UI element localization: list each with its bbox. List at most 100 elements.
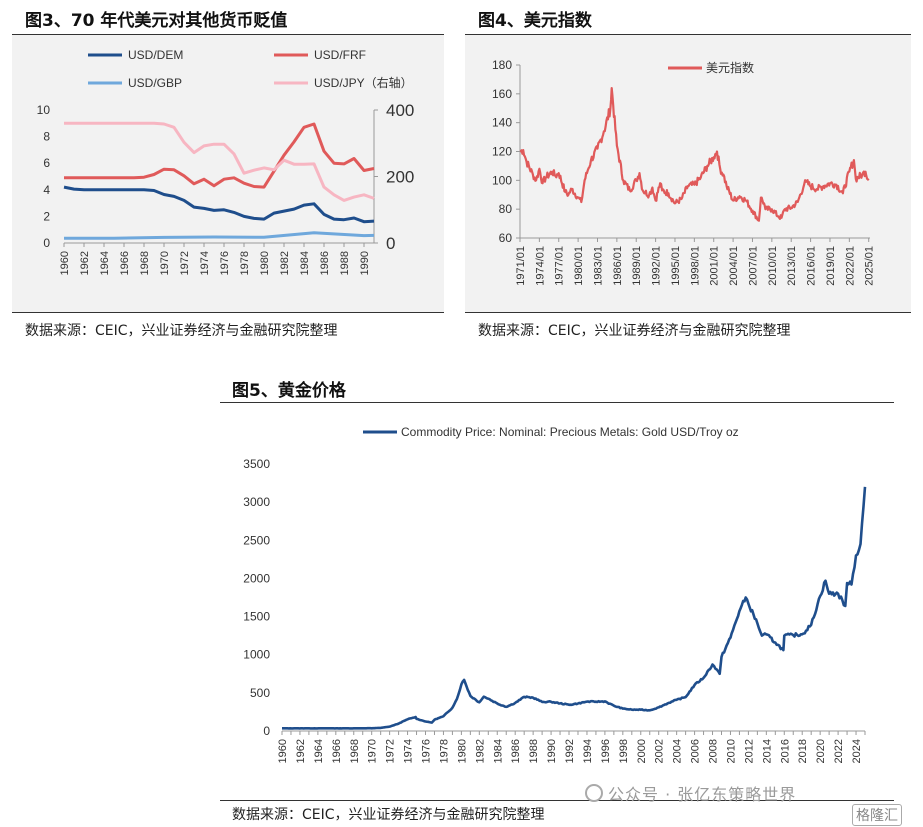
fig4-x-tick-label: 2013/01: [786, 246, 798, 286]
fig5-y-tick-label: 500: [250, 686, 270, 700]
fig4-x-tick-label: 2001/01: [709, 246, 721, 286]
fig3-x-tick-label: 1980: [259, 251, 271, 275]
fig5-x-tick-label: 2008: [708, 739, 720, 763]
fig4-x-tick-label: 1986/01: [612, 246, 624, 286]
fig5-x-tick-label: 1962: [295, 739, 307, 763]
fig3-legend-label: USD/GBP: [128, 76, 182, 90]
fig4-title-rule: [465, 34, 911, 35]
fig4-x-tick-label: 2025/01: [864, 246, 876, 286]
fig5-y-tick-label: 2500: [243, 533, 270, 547]
fig4-x-tick-label: 1989/01: [631, 246, 643, 286]
fig5-series-gold: [282, 486, 867, 730]
fig5-x-tick-label: 2016: [779, 739, 791, 763]
fig3-title-rule: [12, 34, 444, 35]
fig5-y-tick-label: 3500: [243, 457, 270, 471]
fig4-x-tick-label: 1971/01: [515, 246, 527, 286]
fig4-source-rule: [465, 312, 911, 313]
fig5-x-tick-label: 1972: [385, 739, 397, 763]
fig3-y-tick-left: 10: [37, 103, 51, 117]
fig4-x-tick-label: 2004/01: [728, 246, 740, 286]
fig3-x-tick-label: 1978: [239, 251, 251, 275]
fig5-x-tick-label: 1978: [438, 739, 450, 763]
fig4-y-tick-label: 160: [492, 87, 512, 101]
fig5-x-tick-label: 1964: [313, 739, 325, 763]
fig5-chart: 0 500 1000 1500 2000 2500 3000 3500 1960 1962 1964…: [243, 425, 867, 763]
fig5-y-tick-label: 1500: [243, 610, 270, 624]
fig5-x-tick-label: 1986: [510, 739, 522, 763]
fig3-title: 图3、70 年代美元对其他货币贬值: [25, 11, 288, 31]
fig3-x-tick-label: 1976: [219, 251, 231, 275]
fig4-y-tick-label: 120: [492, 145, 512, 159]
fig3-x-tick-label: 1984: [299, 251, 311, 275]
fig5-x-tick-label: 2000: [636, 739, 648, 763]
fig5-panel: 0 500 1000 1500 2000 2500 3000 3500 1960 1962 1964…: [220, 403, 894, 800]
fig5-x-tick-label: 1974: [403, 739, 415, 763]
fig4-x-tick-label: 1995/01: [670, 246, 682, 286]
fig3-series-usdgbp: [64, 231, 375, 240]
fig5-y-tick-label: 0: [263, 724, 270, 738]
fig5-x-tick-label: 2020: [815, 739, 827, 763]
fig4-x-tick-label: 2019/01: [825, 246, 837, 286]
fig5-x-tick-label: 2012: [743, 739, 755, 763]
fig3-x-tick-label: 1988: [339, 251, 351, 275]
fig3-series-usddem: [63, 185, 375, 224]
fig3-series-usdjpy: [64, 121, 375, 202]
fig3-y-tick-left: 2: [43, 209, 50, 223]
fig5-x-tick-label: 1970: [367, 739, 379, 763]
fig4-x-tick-label: 1998/01: [689, 246, 701, 286]
fig4-x-tick-label: 1992/01: [651, 246, 663, 286]
fig3-legend-label: USD/DEM: [128, 48, 183, 62]
fig3-x-tick-label: 1962: [79, 251, 91, 275]
fig5-source: 数据来源：CEIC，兴业证券经济与金融研究院整理: [232, 807, 545, 823]
fig5-x-tick-label: 2018: [797, 739, 809, 763]
fig4-x-tick-label: 2016/01: [806, 246, 818, 286]
fig3-x-tick-label: 1960: [59, 251, 71, 275]
fig4-x-tick-label: 1974/01: [534, 246, 546, 286]
fig5-x-tick-label: 1960: [277, 739, 289, 763]
fig5-x-tick-label: 2024: [851, 739, 863, 763]
fig4-y-tick-label: 100: [492, 173, 512, 187]
fig5-x-tick-label: 1982: [474, 739, 486, 763]
fig4-x-tick-label: 2022/01: [844, 246, 856, 286]
fig5-x-tick-label: 2010: [725, 739, 737, 763]
fig5-x-tick-label: 1988: [528, 739, 540, 763]
fig5-x-tick-label: 1966: [331, 739, 343, 763]
fig3-x-tick-label: 1968: [139, 251, 151, 275]
fig4-x-tick-label: 1983/01: [592, 246, 604, 286]
fig3-x-tick-label: 1974: [199, 251, 211, 275]
fig3-y-tick-right: 0: [386, 234, 395, 253]
fig3-legend-label: USD/JPY（右轴）: [314, 75, 413, 90]
fig4-legend-label: 美元指数: [706, 60, 754, 75]
fig3-x-tick-label: 1966: [119, 251, 131, 275]
fig3-series-usdfrf: [64, 122, 375, 189]
fig4-x-tick-label: 2010/01: [767, 246, 779, 286]
fig4-x-tick-label: 2007/01: [747, 246, 759, 286]
fig4-title: 图4、美元指数: [478, 11, 592, 31]
fig3-x-tick-label: 1964: [99, 251, 111, 275]
fig5-x-tick-label: 2022: [833, 739, 845, 763]
fig3-y-tick-left: 8: [43, 130, 50, 144]
fig3-chart: 0 2 4 6 8 10 0 200 400 1960 1962 1964 1966 1968 1970 19…: [37, 48, 415, 275]
fig5-x-tick-label: 2004: [672, 739, 684, 763]
fig5-x-tick-label: 1968: [349, 739, 361, 763]
fig5-x-tick-label: 2014: [761, 739, 773, 763]
fig3-panel: 0 2 4 6 8 10 0 200 400 1960 1962 1964 1966 1968 1970 19…: [12, 35, 444, 312]
fig5-x-tick-label: 1996: [600, 739, 612, 763]
fig5-x-tick-label: 1998: [618, 739, 630, 763]
fig5-x-tick-label: 2006: [690, 739, 702, 763]
fig3-y-tick-right: 200: [386, 168, 414, 187]
wechat-icon: [585, 784, 603, 802]
fig4-x-tick-label: 1977/01: [554, 246, 566, 286]
fig3-source: 数据来源：CEIC，兴业证券经济与金融研究院整理: [25, 323, 338, 339]
fig4-chart: 60 80 100 120 140 160 180 1971/01 1974/01 1977/01…: [492, 58, 876, 286]
brand-logo: 格隆汇: [852, 804, 902, 826]
fig5-title-rule: [220, 402, 894, 403]
fig3-x-tick-label: 1970: [159, 251, 171, 275]
fig3-y-tick-left: 6: [43, 156, 50, 170]
fig3-y-tick-left: 4: [43, 183, 50, 197]
fig3-x-tick-label: 1972: [179, 251, 191, 275]
fig4-x-tick-label: 1980/01: [573, 246, 585, 286]
fig5-x-tick-label: 1976: [421, 739, 433, 763]
fig4-y-tick-label: 60: [499, 231, 513, 245]
fig3-x-tick-label: 1982: [279, 251, 291, 275]
